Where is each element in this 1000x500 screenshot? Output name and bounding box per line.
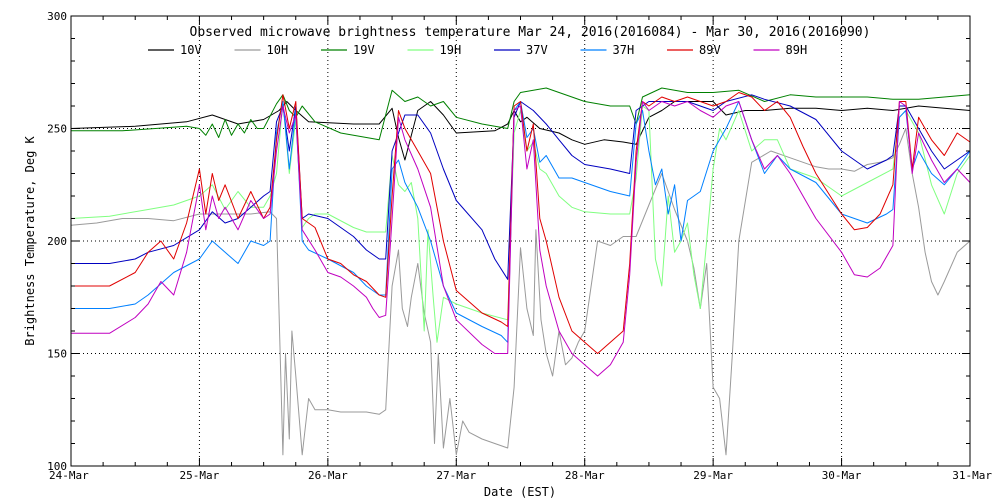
series-line-89v [71, 92, 971, 354]
legend-label-37h: 37H [613, 43, 635, 57]
x-tick-label: 24-Mar [49, 469, 89, 482]
legend: 10V 10H 19V 19H 37V 37H 89V 89H [148, 43, 807, 57]
y-tick-label: 250 [47, 123, 67, 136]
series-line-37v [71, 94, 971, 280]
legend-label-37v: 37V [526, 43, 548, 57]
chart-title: Observed microwave brightness temperatur… [190, 25, 871, 40]
series-line-37h [71, 101, 971, 343]
legend-label-89v: 89V [699, 43, 721, 57]
series-line-19v [71, 87, 971, 141]
series-line-89h [71, 101, 971, 377]
grid-lines [71, 16, 970, 466]
x-tick-label: 25-Mar [180, 469, 220, 482]
x-tick-label: 29-Mar [693, 469, 733, 482]
y-tick-label: 150 [47, 348, 67, 361]
x-axis-title: Date (EST) [484, 485, 556, 499]
legend-label-19h: 19H [440, 43, 462, 57]
x-tick-label: 26-Mar [308, 469, 348, 482]
x-tick-label: 31-Mar [952, 469, 992, 482]
series-line-10v [70, 101, 971, 161]
series-layer [70, 87, 971, 456]
legend-label-10h: 10H [267, 43, 289, 57]
y-tick-label: 200 [47, 235, 67, 248]
legend-label-19v: 19V [353, 43, 375, 57]
y-tick-label: 300 [47, 10, 67, 23]
legend-label-10v: 10V [180, 43, 202, 57]
axis-ticks: 100 150 200 250 300 24-Mar 25-Mar 26-Mar 27-Mar 2… [47, 10, 992, 482]
x-tick-label: 27-Mar [436, 469, 476, 482]
x-tick-label: 28-Mar [565, 469, 605, 482]
series-line-10h [70, 128, 971, 456]
y-axis-title: Brightness Temperature, Deg K [23, 135, 37, 345]
x-tick-label: 30-Mar [822, 469, 862, 482]
y-tick-label: 100 [47, 460, 67, 473]
legend-label-89h: 89H [786, 43, 808, 57]
